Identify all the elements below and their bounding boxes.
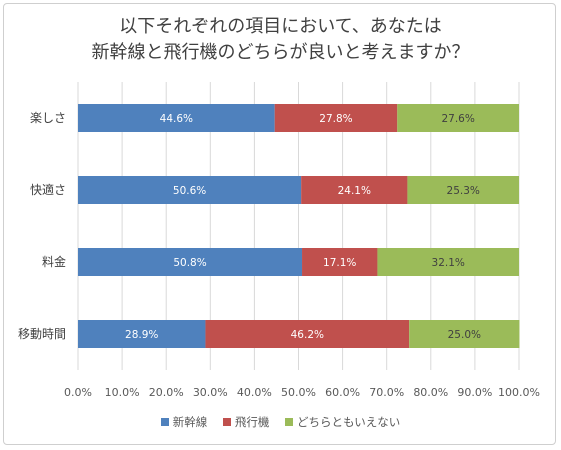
- data-label-2-1: 17.1%: [323, 257, 356, 269]
- x-tick-label-3: 30.0%: [193, 386, 228, 399]
- chart-title-line-2: 新幹線と飛行機のどちらが良いと考えますか？: [91, 42, 470, 63]
- x-tick-label-1: 10.0%: [105, 386, 140, 399]
- bar-3-1: [205, 320, 410, 348]
- legend-item-series-2: どちらともいえない: [285, 414, 400, 430]
- bar-2-2: [377, 248, 519, 276]
- bar-0-1: [274, 104, 398, 132]
- x-tick-label-10: 100.0%: [498, 386, 540, 399]
- chart-frame: [3, 3, 556, 445]
- legend-label-series-2: どちらともいえない: [297, 415, 401, 429]
- x-tick-label-0: 0.0%: [64, 386, 92, 399]
- data-label-0-1: 27.8%: [319, 113, 352, 125]
- legend-swatch-series-1: [222, 418, 231, 426]
- category-label-3: 移動時間: [18, 327, 66, 341]
- chart-title: 以下それぞれの項目において、あなたは 新幹線と飛行機のどちらが良いと考えますか？: [0, 14, 561, 66]
- legend-item-series-1: 飛行機: [222, 414, 270, 430]
- data-label-0-2: 27.6%: [441, 113, 474, 125]
- data-label-2-2: 32.1%: [432, 257, 465, 269]
- bar-3-0: [78, 320, 206, 348]
- bar-2-0: [78, 248, 303, 276]
- x-tick-label-6: 60.0%: [325, 386, 360, 399]
- data-label-1-0: 50.6%: [173, 185, 206, 197]
- category-label-1: 快適さ: [30, 182, 66, 197]
- x-tick-label-9: 90.0%: [457, 386, 492, 399]
- category-label-2: 料金: [42, 254, 66, 269]
- x-tick-label-7: 70.0%: [369, 386, 404, 399]
- legend-item-series-0: 新幹線: [160, 414, 208, 430]
- x-tick-label-4: 40.0%: [237, 386, 272, 399]
- bar-3-2: [409, 320, 520, 348]
- bar-2-1: [302, 248, 378, 276]
- data-label-2-0: 50.8%: [173, 257, 206, 269]
- legend-label-series-0: 新幹線: [172, 415, 208, 429]
- bar-1-2: [407, 176, 519, 204]
- x-tick-label-5: 50.0%: [281, 386, 316, 399]
- x-tick-label-2: 20.0%: [149, 386, 184, 399]
- x-tick-label-8: 80.0%: [413, 386, 448, 399]
- data-label-1-2: 25.3%: [447, 185, 480, 197]
- data-label-3-2: 25.0%: [448, 329, 481, 341]
- chart-legend: 新幹線 飛行機 どちらともいえない: [0, 414, 561, 430]
- data-label-0-0: 44.6%: [160, 113, 193, 125]
- legend-swatch-series-2: [285, 418, 294, 426]
- bar-1-0: [78, 176, 302, 204]
- chart-title-line-1: 以下それぞれの項目において、あなたは: [119, 16, 442, 37]
- data-label-1-1: 24.1%: [338, 185, 371, 197]
- data-label-3-0: 28.9%: [125, 329, 158, 341]
- legend-label-series-1: 飛行機: [234, 415, 270, 429]
- data-label-3-1: 46.2%: [291, 329, 324, 341]
- bar-1-1: [301, 176, 408, 204]
- bar-0-0: [78, 104, 275, 132]
- bar-0-2: [397, 104, 519, 132]
- category-label-0: 楽しさ: [30, 111, 66, 125]
- legend-swatch-series-0: [160, 418, 169, 426]
